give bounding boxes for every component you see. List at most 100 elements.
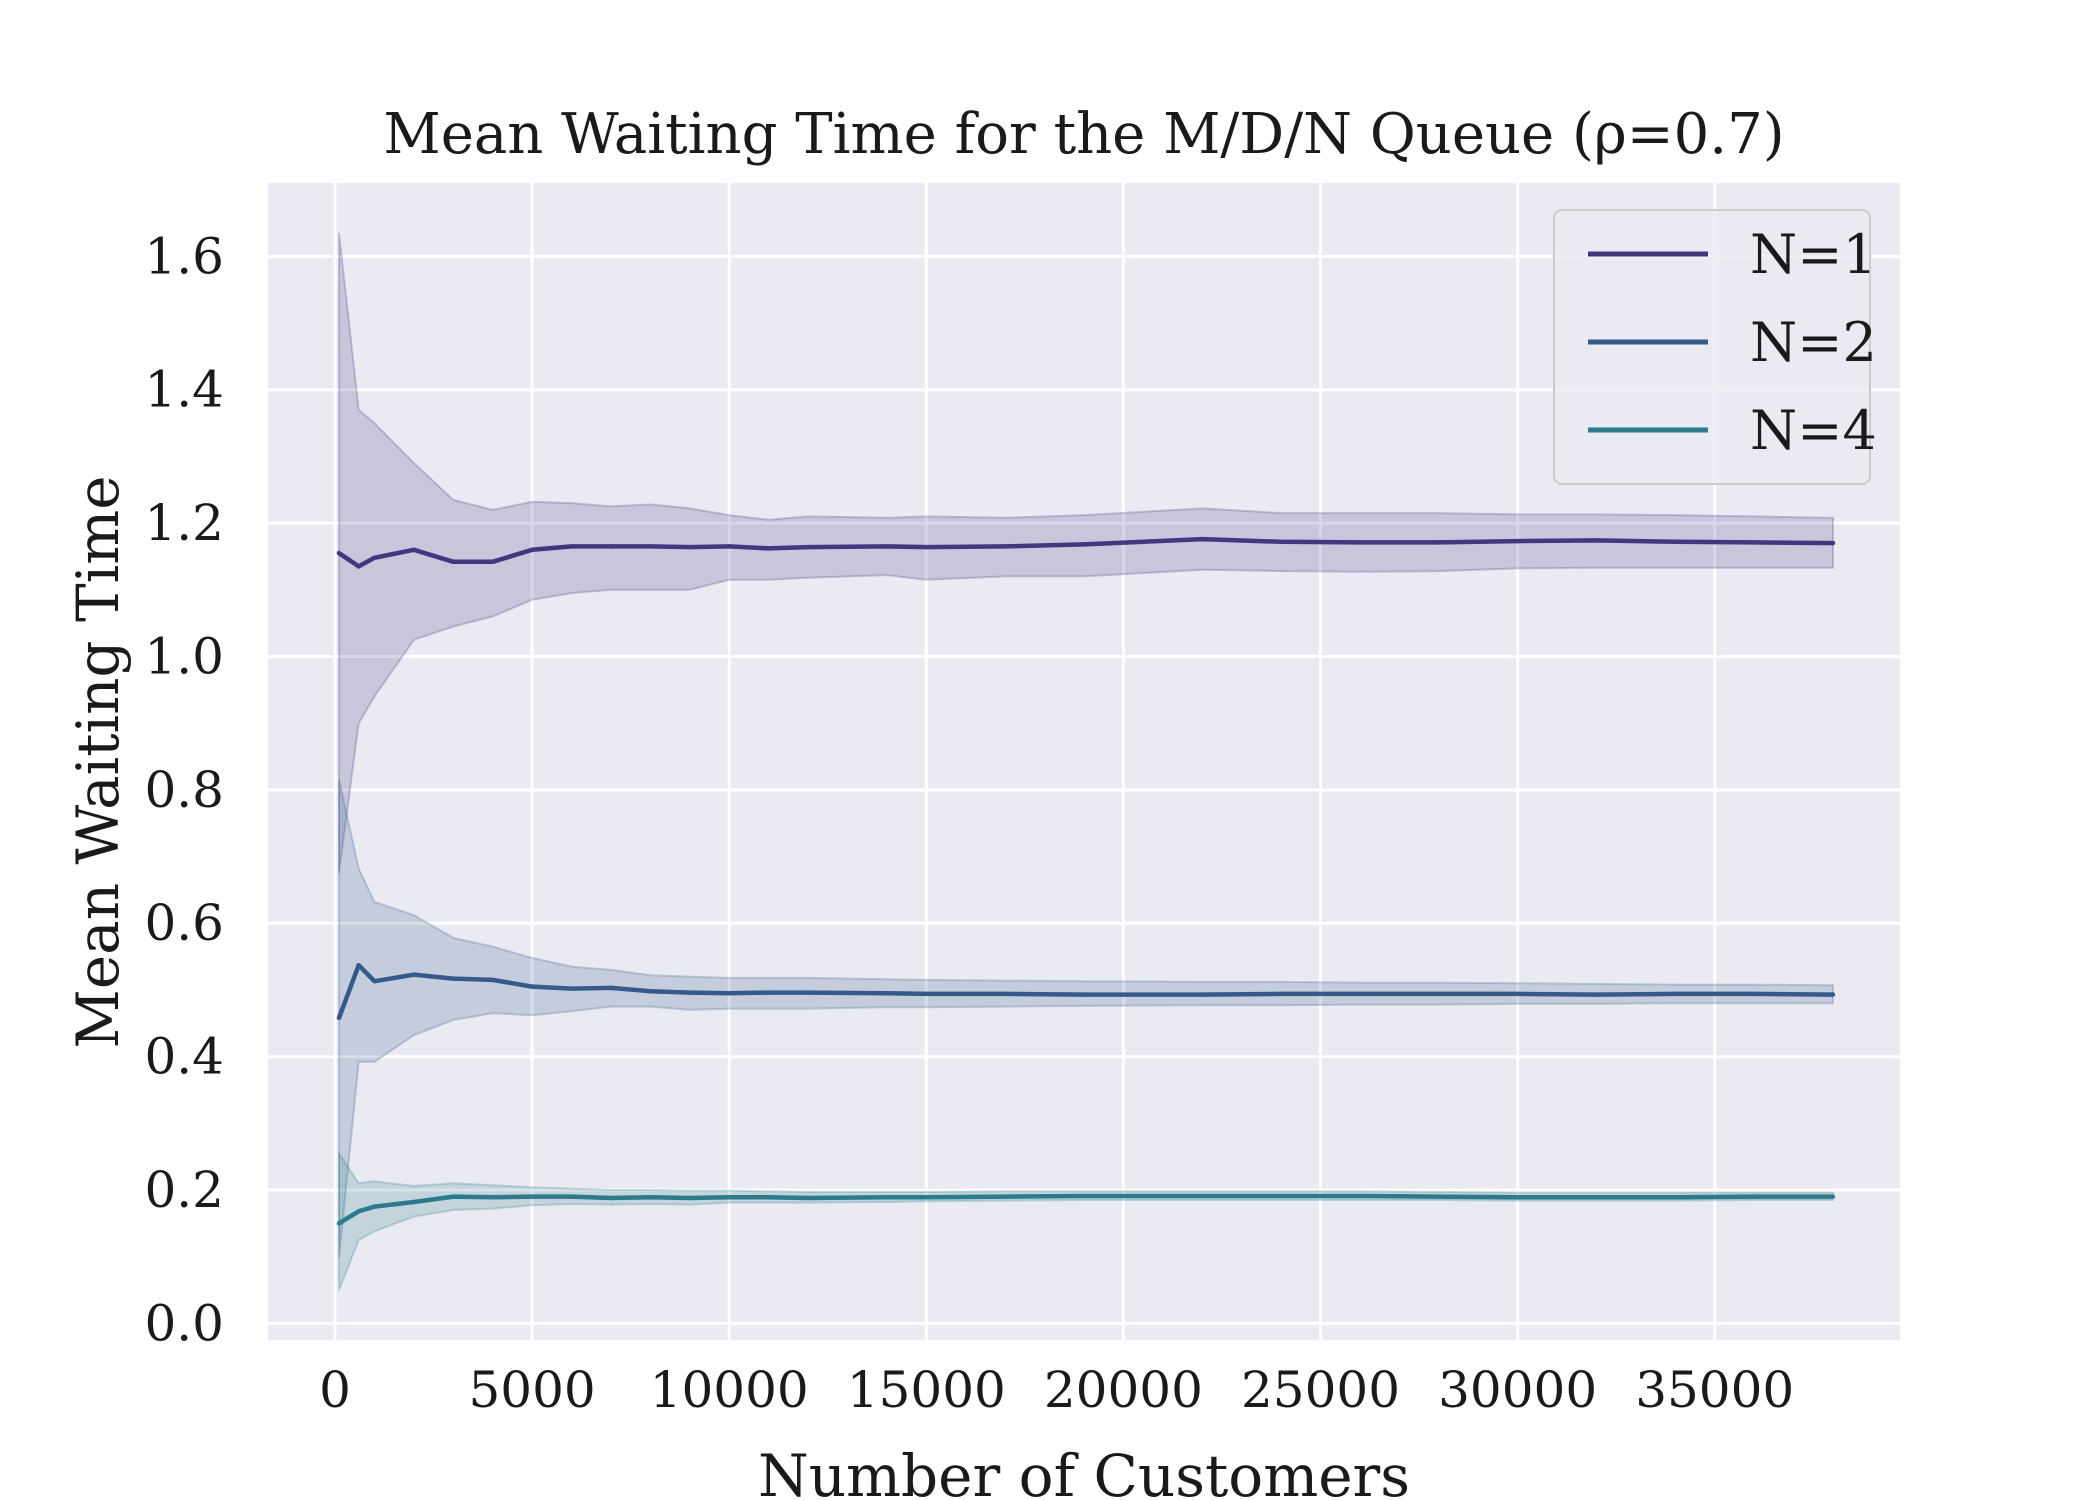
data-point	[766, 546, 771, 551]
data-point	[648, 1195, 653, 1200]
y-tick-label: 0.2	[144, 1161, 224, 1219]
x-tick-label: 25000	[1241, 1361, 1400, 1419]
data-point	[1436, 991, 1441, 997]
confidence-bands	[338, 232, 1834, 1291]
data-point	[727, 1195, 732, 1200]
legend-label: N=2	[1750, 311, 1877, 374]
data-point	[1594, 992, 1599, 997]
data-point	[687, 1195, 692, 1201]
x-tick-labels: 0 5000 10000 15000 20000 25000 30000 35000	[319, 1361, 1794, 1419]
confidence-band-series-1	[338, 232, 1834, 874]
y-tick-label: 0.0	[144, 1294, 224, 1352]
data-point	[1081, 992, 1087, 997]
legend-label: N=1	[1750, 223, 1877, 286]
data-point	[1278, 991, 1284, 997]
data-point	[1515, 538, 1520, 544]
data-point	[805, 1195, 811, 1201]
data-point	[1436, 540, 1441, 545]
data-point	[490, 559, 495, 564]
data-point	[1594, 538, 1599, 543]
data-point	[569, 986, 574, 991]
data-point	[687, 990, 692, 995]
data-point	[687, 544, 692, 550]
y-tick-label: 1.6	[144, 227, 224, 285]
data-point	[1751, 1194, 1757, 1199]
data-point	[529, 547, 535, 552]
y-tick-label: 0.6	[144, 894, 224, 952]
data-point	[372, 555, 377, 560]
data-point	[372, 1204, 377, 1209]
data-point	[1673, 539, 1678, 544]
data-point	[1002, 1194, 1008, 1199]
data-point	[1830, 1194, 1836, 1199]
data-point	[727, 544, 732, 549]
x-axis-label: Number of Customers	[758, 1442, 1410, 1500]
data-point	[569, 1194, 574, 1199]
data-point	[884, 1195, 890, 1200]
data-point	[490, 977, 495, 983]
data-point	[1081, 1193, 1087, 1199]
y-tick-labels: 0.0 0.2 0.4 0.6 0.8 1.0 1.2 1.4 1.6	[144, 227, 224, 1352]
data-point	[1278, 539, 1284, 544]
data-point	[1673, 991, 1678, 997]
y-tick-label: 1.2	[144, 494, 224, 552]
x-tick-label: 20000	[1044, 1361, 1203, 1419]
y-tick-label: 1.0	[144, 627, 224, 685]
y-tick-label: 0.8	[144, 761, 224, 819]
data-point	[411, 972, 417, 977]
data-point	[529, 1194, 535, 1199]
data-point	[1278, 1193, 1284, 1199]
data-point	[727, 991, 732, 996]
confidence-band-series-2	[338, 779, 1834, 1259]
x-tick-label: 30000	[1438, 1361, 1597, 1419]
data-point	[1200, 536, 1205, 542]
data-point	[1357, 1193, 1363, 1199]
legend-label: N=4	[1750, 399, 1877, 462]
data-point	[924, 544, 929, 550]
data-point	[1751, 540, 1757, 545]
data-point	[1002, 544, 1008, 549]
data-point	[766, 1195, 771, 1200]
data-point	[766, 990, 771, 995]
data-point	[1673, 1195, 1678, 1200]
chart-title: Mean Waiting Time for the M/D/N Queue (ρ…	[383, 102, 1784, 167]
legend-box	[1553, 209, 1871, 485]
data-point	[451, 976, 456, 981]
data-point	[1830, 992, 1836, 997]
data-point	[411, 1199, 417, 1205]
data-point	[608, 1195, 614, 1201]
data-point	[1081, 542, 1087, 547]
data-point	[1436, 1194, 1441, 1199]
y-axis-label: Mean Waiting Time	[64, 475, 132, 1048]
data-point	[805, 544, 811, 550]
data-point	[336, 1221, 342, 1226]
data-point	[569, 544, 574, 549]
data-point	[1515, 1195, 1520, 1200]
data-point	[1002, 991, 1008, 997]
data-point	[411, 547, 417, 552]
data-point	[648, 989, 653, 994]
data-point	[924, 991, 929, 997]
data-point	[1751, 991, 1757, 997]
data-point	[1357, 991, 1363, 997]
data-point	[608, 544, 614, 549]
data-point	[884, 991, 890, 996]
data-point	[805, 990, 811, 995]
x-tick-label: 5000	[468, 1361, 595, 1419]
data-point	[1830, 540, 1836, 546]
data-point	[336, 1015, 342, 1021]
data-point	[1200, 992, 1205, 997]
data-point	[336, 550, 342, 556]
x-tick-label: 0	[319, 1361, 351, 1419]
legend: N=1 N=2 N=4	[1553, 209, 1877, 485]
data-point	[1594, 1195, 1599, 1200]
x-tick-label: 10000	[650, 1361, 809, 1419]
x-tick-label: 15000	[847, 1361, 1006, 1419]
data-point	[372, 979, 377, 984]
y-tick-label: 0.4	[144, 1028, 224, 1086]
data-point	[1357, 540, 1363, 545]
data-point	[608, 985, 614, 991]
data-point	[884, 544, 890, 549]
data-point	[1200, 1193, 1205, 1199]
